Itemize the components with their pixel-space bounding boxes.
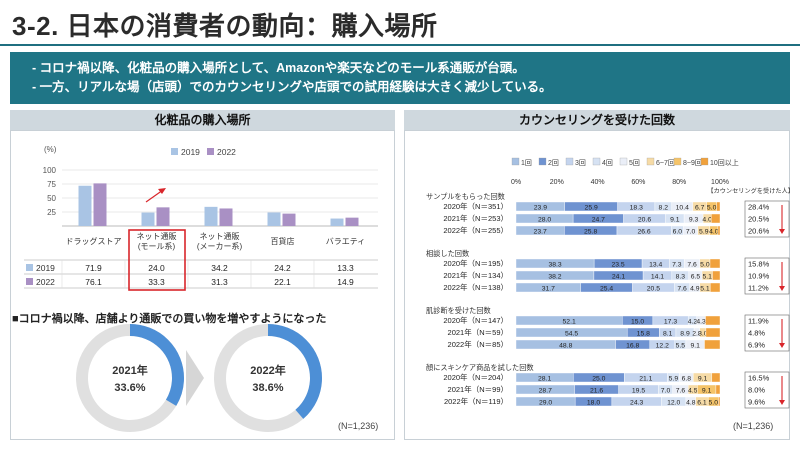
title-rule [0,44,800,46]
right-sample-note: (N=1,236) [733,421,774,431]
summary-banner: - コロナ禍以降、化粧品の購入場所として、Amazonや楽天などのモール系通販が… [10,52,790,104]
right-panel [404,130,790,440]
right-panel-title: カウンセリングを受けた回数 [404,110,790,130]
page-title: 3-2. 日本の消費者の動向：購入場所 [12,11,438,41]
summary-bullet-1: - コロナ禍以降、化粧品の購入場所として、Amazonや楽天などのモール系通販が… [32,61,525,75]
left-panel [10,130,395,440]
left-sample-note: (N=1,236) [338,421,379,431]
donut-heading: ■コロナ禍以降、店舗より通販での買い物を増やすようになった [12,313,327,325]
left-panel-title: 化粧品の購入場所 [10,110,395,130]
summary-bullet-2: - 一方、リアルな場（店頭）でのカウンセリングや店頭での試用経験は大きく減少して… [32,80,552,94]
